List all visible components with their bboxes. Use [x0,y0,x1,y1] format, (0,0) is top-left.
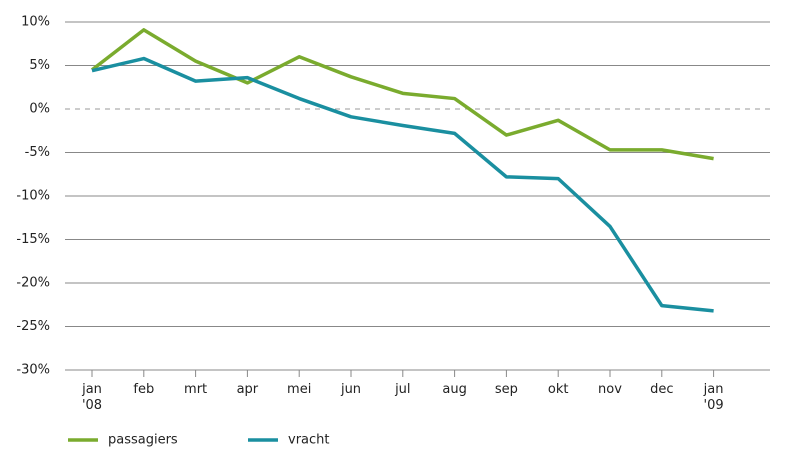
series-line [91,56,714,313]
y-tick-label: -15% [16,232,50,247]
y-tick-label: 0% [29,102,50,117]
legend-label: passagiers [108,433,178,448]
x-tick-label: jul [395,382,411,397]
y-tick-label: -30% [16,363,50,378]
x-tick-label: jan '08 [81,382,103,413]
legend-label: vracht [288,433,330,448]
x-tick-label: mrt [184,382,208,397]
y-tick-label: -20% [16,276,50,291]
x-tick-label: nov [598,382,622,397]
x-tick-label: dec [650,382,674,397]
x-tick-label: apr [236,382,259,397]
x-tick-label: feb [133,382,155,397]
y-tick-label: -5% [25,145,50,160]
series-line [90,28,714,161]
x-tick-label: mei [287,382,312,397]
x-tick-label: sep [494,382,518,397]
y-tick-label: 5% [29,58,50,73]
y-tick-label: -25% [16,319,50,334]
x-tick-label: jan '09 [703,382,724,413]
x-tick-label: aug [442,382,467,397]
y-tick-label: 10% [21,15,50,30]
x-tick-label: okt [547,382,569,397]
x-tick-label: jun [340,382,362,397]
y-tick-label: -10% [16,189,50,204]
